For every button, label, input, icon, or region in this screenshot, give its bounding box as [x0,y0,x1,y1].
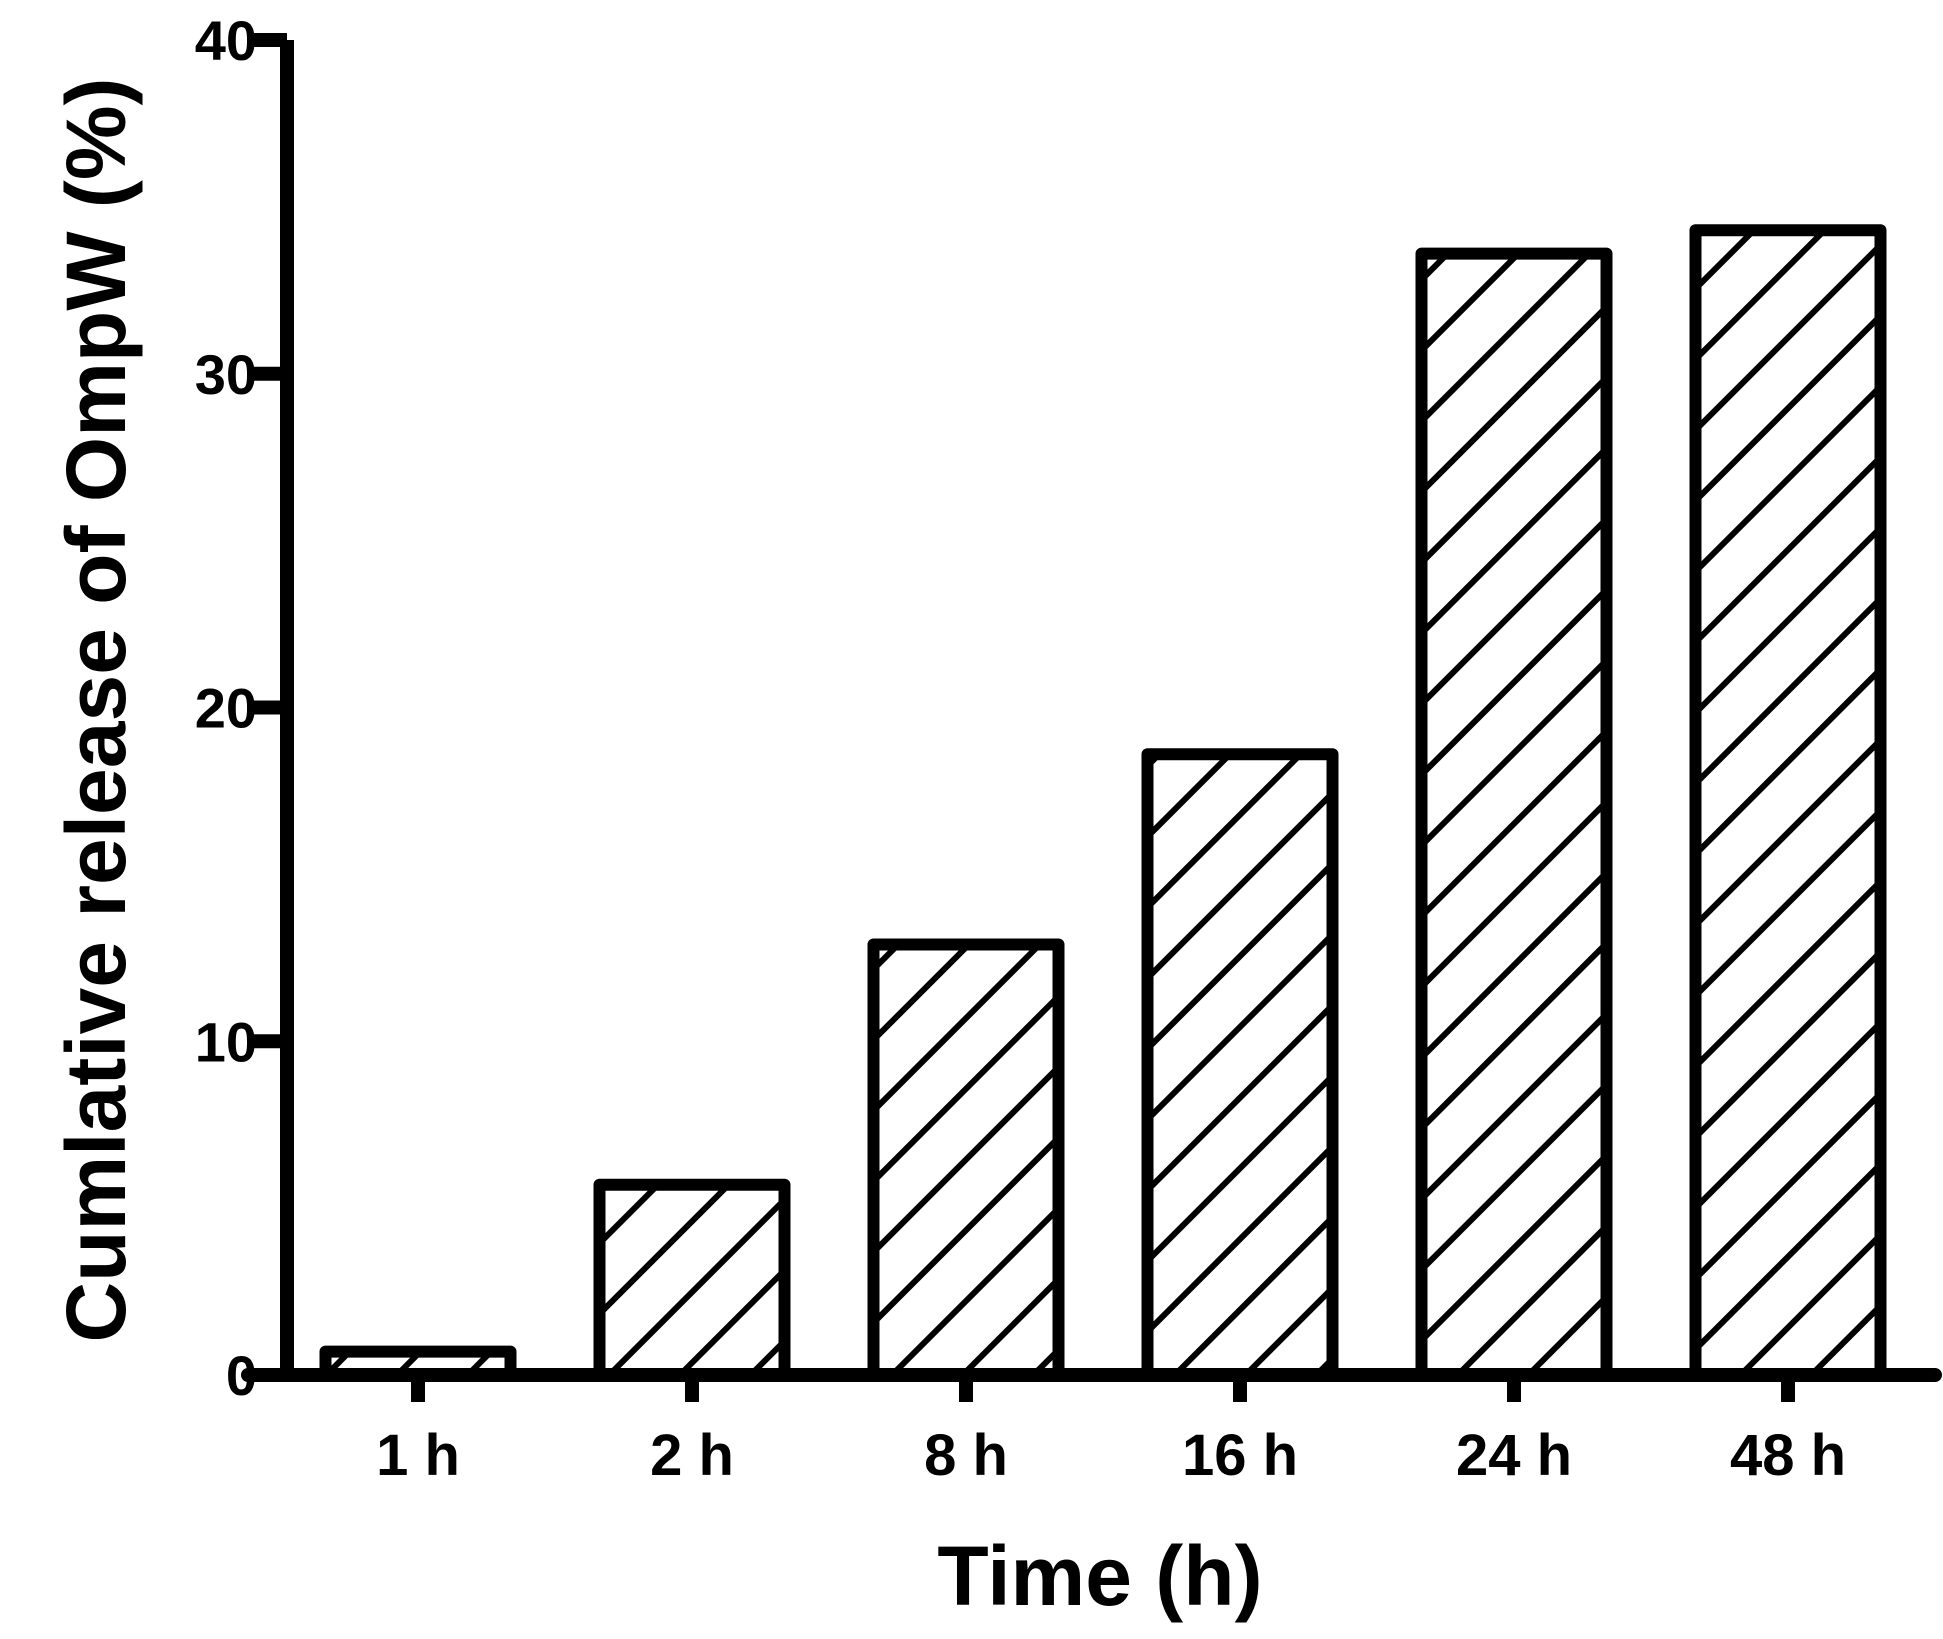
bar-48h [1689,224,1887,1381]
labels-group: 1 h 2 h 8 h 16 h 24 h 48 h 0 10 20 30 40 [195,9,1846,1488]
axes-group [241,33,1942,1402]
x-tick-label: 48 h [1730,1423,1846,1488]
y-tick-label: 20 [195,677,257,740]
x-tick-label: 2 h [650,1423,734,1488]
bar-2h [593,1178,791,1381]
x-axis-title: Time (h) [937,1529,1262,1623]
x-tick-label: 24 h [1456,1423,1572,1488]
bar-16h [1141,748,1339,1381]
x-tick-label: 8 h [924,1423,1008,1488]
y-tick-label: 30 [195,343,257,406]
x-tick-label: 16 h [1182,1423,1298,1488]
bars-group [319,224,1887,1382]
y-tick-label: 10 [195,1010,257,1073]
y-axis-title: Cumlative release of OmpW (%) [49,78,143,1343]
y-tick-label: 0 [226,1344,257,1407]
y-tick-label: 40 [195,9,257,72]
bar-8h [867,938,1065,1382]
x-tick-label: 1 h [376,1423,460,1488]
bar-24h [1415,247,1613,1382]
